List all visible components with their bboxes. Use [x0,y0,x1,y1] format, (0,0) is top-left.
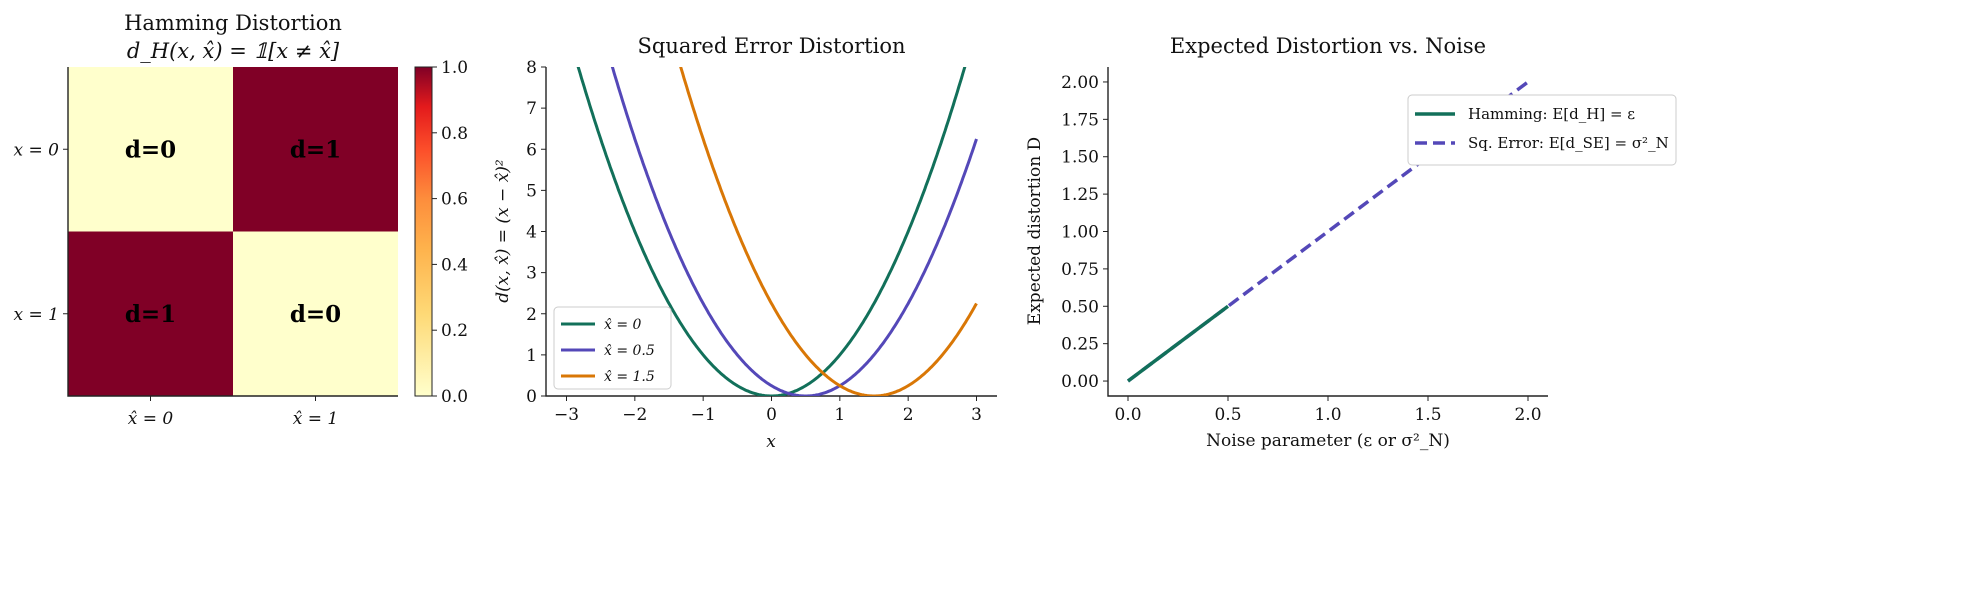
colorbar [414,66,433,397]
y-tick-label: 8 [526,58,537,78]
x-tick-label: 2.0 [1514,405,1541,425]
sqerr-title: Squared Error Distortion [638,34,906,58]
x-axis-label: Noise parameter (ε or σ²_N) [1206,431,1450,451]
legend-label: Sq. Error: E[d_SE] = σ²_N [1468,134,1669,152]
y-tick-label: 2.00 [1061,73,1099,93]
x-tick-label: 0.5 [1214,405,1241,425]
heatmap-cell [233,67,398,232]
row-label: x = 0 [14,140,60,160]
legend-label: Hamming: E[d_H] = ε [1468,105,1635,123]
y-tick-label: 1.00 [1061,223,1099,243]
y-axis-label: d(x, x̂) = (x − x̂)² [493,159,513,303]
x-tick-label: 0 [766,405,777,425]
legend-label: x̂ = 1.5 [604,369,655,385]
col-label: x̂ = 0 [128,409,174,429]
cell-label: d=1 [290,136,341,163]
x-tick-label: 3 [971,405,982,425]
colorbar-tick-label: 0.6 [441,190,468,210]
heatmap-title: Hamming Distortion [124,11,342,35]
series-line [610,67,978,396]
series-line [576,67,967,396]
y-tick-label: 0.50 [1061,297,1099,317]
x-tick-label: 0.0 [1114,405,1141,425]
y-tick-label: 1.50 [1061,148,1099,168]
legend-label: x̂ = 0.5 [604,343,655,359]
series-line [1126,304,1230,383]
x-tick-label: 2 [903,405,914,425]
colorbar-tick-label: 0.4 [441,255,468,275]
y-tick-label: 0.00 [1061,372,1099,392]
expected-title: Expected Distortion vs. Noise [1170,34,1486,58]
y-axis-label: Expected distortion D [1025,137,1045,325]
y-tick-label: 1.25 [1061,185,1099,205]
legend [1407,94,1677,166]
y-tick-label: 7 [526,99,537,119]
y-tick-label: 0 [526,387,537,407]
colorbar-tick-label: 0.8 [441,124,468,144]
cell-label: d=0 [125,136,176,163]
y-tick-label: 2 [526,305,537,325]
y-tick-label: 5 [526,181,537,201]
cell-label: d=0 [290,301,341,328]
x-tick-label: 1.5 [1414,405,1441,425]
y-tick-label: 1 [526,346,537,366]
x-tick-label: 1 [834,405,845,425]
heatmap-cell [233,231,398,396]
x-tick-label: 1.0 [1314,405,1341,425]
y-tick-label: 0.75 [1061,260,1099,280]
colorbar-tick-label: 1.0 [441,58,468,78]
y-tick-label: 4 [526,223,537,243]
heatmap-subtitle: d_H(x, x̂) = 𝟙[x ≠ x̂] [127,39,340,63]
series-line [679,67,978,396]
x-tick-label: −2 [622,405,647,425]
y-tick-label: 6 [526,140,537,160]
x-axis-label: x [766,432,776,452]
cell-label: d=1 [125,301,176,328]
legend [553,306,672,390]
col-label: x̂ = 1 [293,409,338,429]
heatmap-spines [67,67,398,397]
heatmap-cell [68,231,233,396]
y-tick-label: 3 [526,264,537,284]
legend-label: x̂ = 0 [604,317,642,333]
x-tick-label: −1 [691,405,716,425]
x-tick-label: −3 [554,405,579,425]
heatmap-cell [68,67,233,232]
y-tick-label: 1.75 [1061,110,1099,130]
row-label: x = 1 [14,305,59,325]
colorbar-tick-label: 0.2 [441,321,468,341]
y-tick-label: 0.25 [1061,335,1099,355]
expected-spines [1107,67,1548,397]
colorbar-tick-label: 0.0 [441,387,468,407]
